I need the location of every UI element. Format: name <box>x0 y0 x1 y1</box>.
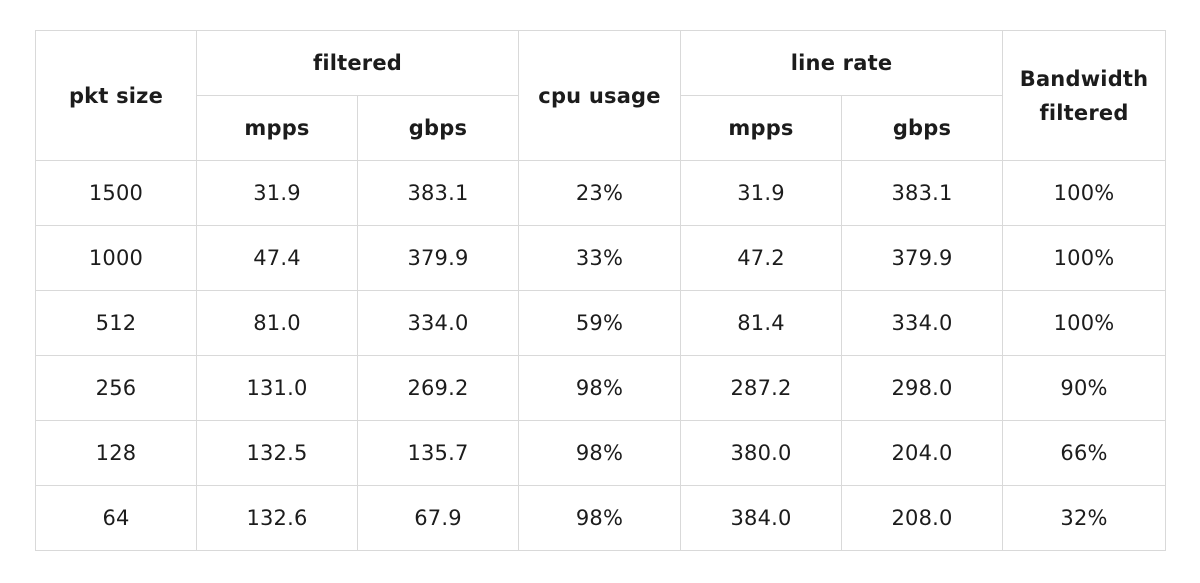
cell-line-rate-mpps: 384.0 <box>680 485 843 551</box>
cell-pkt-size: 512 <box>35 290 197 356</box>
cell-line-rate-gbps: 204.0 <box>841 420 1004 486</box>
cell-line-rate-gbps: 379.9 <box>841 225 1004 291</box>
cell-line-rate-gbps: 383.1 <box>841 160 1004 226</box>
cell-cpu-usage: 33% <box>518 225 682 291</box>
header-line-rate-mpps: mpps <box>680 95 843 161</box>
cell-cpu-usage: 98% <box>518 420 682 486</box>
cell-line-rate-gbps: 298.0 <box>841 355 1004 421</box>
cell-filtered-mpps: 47.4 <box>196 225 358 291</box>
header-line-rate-gbps: gbps <box>841 95 1004 161</box>
header-filtered-gbps: gbps <box>356 95 520 161</box>
cell-line-rate-mpps: 31.9 <box>680 160 843 226</box>
table-row: 512 81.0 334.0 59% 81.4 334.0 100% <box>35 290 1167 356</box>
cell-bandwidth-filtered: 90% <box>1002 355 1167 421</box>
header-filtered: filtered <box>195 30 520 96</box>
cell-filtered-mpps: 81.0 <box>196 290 358 356</box>
table-row: 64 132.6 67.9 98% 384.0 208.0 32% <box>35 485 1167 551</box>
cell-line-rate-mpps: 287.2 <box>680 355 843 421</box>
cell-cpu-usage: 23% <box>518 160 682 226</box>
cell-filtered-gbps: 67.9 <box>356 485 520 551</box>
cell-cpu-usage: 98% <box>518 355 682 421</box>
cell-line-rate-mpps: 47.2 <box>680 225 843 291</box>
header-line-rate: line rate <box>680 30 1004 96</box>
table-row: 1000 47.4 379.9 33% 47.2 379.9 100% <box>35 225 1167 291</box>
cell-filtered-mpps: 31.9 <box>196 160 358 226</box>
header-bandwidth-line1: Bandwidth <box>1019 66 1149 91</box>
cell-line-rate-gbps: 208.0 <box>841 485 1004 551</box>
cell-filtered-gbps: 269.2 <box>356 355 520 421</box>
cell-line-rate-mpps: 380.0 <box>680 420 843 486</box>
cell-pkt-size: 64 <box>35 485 197 551</box>
table-row: 256 131.0 269.2 98% 287.2 298.0 90% <box>35 355 1167 421</box>
table-row: 1500 31.9 383.1 23% 31.9 383.1 100% <box>35 160 1167 226</box>
cell-pkt-size: 1000 <box>35 225 197 291</box>
cell-filtered-gbps: 383.1 <box>356 160 520 226</box>
header-bandwidth-line2: filtered <box>1039 100 1129 125</box>
cell-pkt-size: 1500 <box>35 160 197 226</box>
cell-line-rate-mpps: 81.4 <box>680 290 843 356</box>
cell-filtered-mpps: 131.0 <box>196 355 358 421</box>
cell-bandwidth-filtered: 100% <box>1002 290 1167 356</box>
cell-filtered-mpps: 132.6 <box>196 485 358 551</box>
cell-filtered-gbps: 135.7 <box>356 420 520 486</box>
cell-bandwidth-filtered: 66% <box>1002 420 1167 486</box>
cell-cpu-usage: 59% <box>518 290 682 356</box>
header-filtered-mpps: mpps <box>196 95 358 161</box>
cell-filtered-gbps: 379.9 <box>356 225 520 291</box>
header-cpu-usage: cpu usage <box>518 30 682 161</box>
header-bandwidth-filtered: Bandwidth filtered <box>1002 30 1167 161</box>
cell-cpu-usage: 98% <box>518 485 682 551</box>
table-row: 128 132.5 135.7 98% 380.0 204.0 66% <box>35 420 1167 486</box>
cell-pkt-size: 256 <box>35 355 197 421</box>
cell-bandwidth-filtered: 32% <box>1002 485 1167 551</box>
cell-pkt-size: 128 <box>35 420 197 486</box>
cell-filtered-gbps: 334.0 <box>356 290 520 356</box>
header-pkt-size: pkt size <box>35 30 197 161</box>
cell-filtered-mpps: 132.5 <box>196 420 358 486</box>
cell-line-rate-gbps: 334.0 <box>841 290 1004 356</box>
performance-table: pkt size filtered cpu usage line rate Ba… <box>35 30 1167 551</box>
cell-bandwidth-filtered: 100% <box>1002 225 1167 291</box>
cell-bandwidth-filtered: 100% <box>1002 160 1167 226</box>
